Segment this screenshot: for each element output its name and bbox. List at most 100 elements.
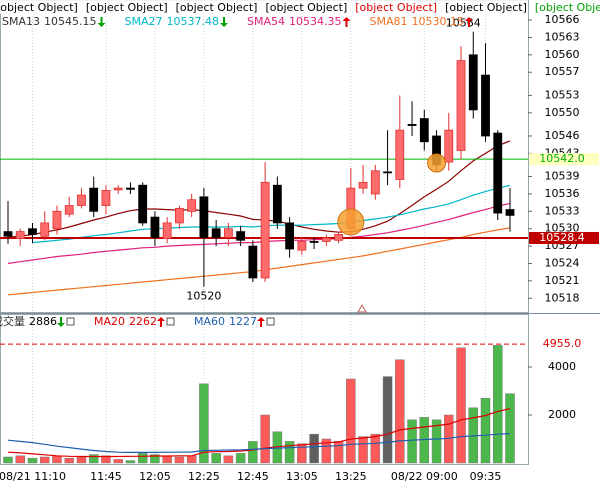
y-tick-label: 10521 — [545, 274, 580, 287]
legend-name: MA20 — [94, 315, 125, 328]
reference-label: 10542.0 — [539, 152, 585, 165]
volume-bar — [248, 441, 258, 464]
volume-bar — [370, 433, 381, 464]
candle-body — [187, 199, 197, 212]
y-tick-label: 10536 — [545, 187, 580, 200]
y-tick-label: 10518 — [545, 291, 580, 304]
volume-bar — [333, 441, 344, 464]
candle-body — [370, 170, 380, 195]
header-text: [object Object] — [265, 1, 347, 14]
volume-bar — [76, 456, 87, 464]
volume-bar — [150, 454, 160, 464]
x-tick-label: 08/21 11:10 — [0, 470, 66, 483]
volume-bar — [113, 459, 123, 464]
candle-body — [358, 181, 368, 189]
trend-arrow — [97, 17, 106, 27]
y-tick-label: 2000 — [548, 408, 576, 421]
candle-body — [481, 74, 490, 137]
y-tick-label: 10560 — [545, 48, 580, 61]
candle-body — [223, 228, 233, 238]
volume-bar — [260, 414, 270, 464]
candle-body — [456, 60, 466, 151]
ma-line — [7, 140, 511, 238]
volume-bar — [346, 378, 356, 464]
volume-bar — [358, 436, 368, 464]
candle-body — [199, 196, 209, 238]
legend-value: 2886 — [29, 315, 57, 328]
y-tick-label: 10533 — [545, 204, 580, 217]
candle-body — [113, 187, 123, 191]
ma-line — [7, 433, 511, 453]
signal-triangle — [357, 303, 367, 313]
candle-body — [40, 222, 50, 237]
volume-bar — [186, 455, 197, 464]
volume-bar — [3, 456, 13, 464]
volume-bar — [407, 419, 417, 464]
y-tick-label: 10566 — [545, 13, 580, 26]
high-annotation: 10564 — [446, 17, 481, 30]
volume-bar — [125, 460, 136, 464]
candle-body — [28, 228, 37, 235]
x-tick-label: 12:05 — [139, 470, 171, 483]
candle-body — [126, 187, 135, 190]
trend-arrow — [257, 317, 266, 327]
volume-bar — [223, 455, 234, 464]
x-tick-label: 13:05 — [286, 470, 318, 483]
candle-body — [64, 205, 74, 215]
candle-body — [285, 222, 295, 250]
x-tick-label: 12:45 — [237, 470, 269, 483]
volume-bar — [297, 443, 307, 464]
trend-arrow — [157, 317, 166, 327]
volume-bar — [27, 457, 38, 464]
y-tick-label: 10539 — [545, 170, 580, 183]
reference-label-bg — [529, 231, 599, 244]
low-annotation: 10520 — [186, 290, 221, 303]
reference-label-bg — [529, 153, 599, 166]
candle-body — [211, 228, 221, 238]
toggle-box — [266, 317, 275, 326]
candle-body — [407, 123, 417, 126]
candle-body — [77, 194, 86, 206]
legend-value: 2262 — [129, 315, 157, 328]
volume-bar — [456, 347, 466, 464]
reference-label: 4955.0 — [543, 337, 582, 350]
y-tick-label: 10550 — [545, 106, 580, 119]
legend-name: SMA27 — [125, 15, 163, 28]
y-tick-label: 10557 — [545, 65, 580, 78]
candle-body — [419, 118, 429, 143]
volume-bar — [52, 455, 62, 464]
volume-bar — [235, 453, 246, 464]
candle-body — [493, 132, 503, 214]
volume-bar — [395, 359, 405, 464]
signal-marker — [427, 153, 447, 173]
y-tick-label: 10530 — [545, 222, 580, 235]
volume-bar — [382, 376, 393, 464]
volume-bar — [137, 453, 148, 464]
volume-bar — [101, 455, 111, 464]
candle-body — [89, 187, 99, 212]
reference-label-bg — [529, 338, 599, 351]
toggle-box — [166, 317, 175, 326]
legend-name: MA60 — [194, 315, 225, 328]
signal-marker — [337, 208, 365, 236]
volume-bar — [39, 456, 50, 464]
candle-body — [175, 208, 184, 224]
legend-value: 10530.15 — [412, 15, 465, 28]
candle-body — [395, 129, 405, 180]
y-tick-label: 4000 — [548, 360, 576, 373]
volume-bar — [211, 453, 221, 464]
trend-arrow — [220, 17, 228, 27]
candle-body — [272, 184, 282, 224]
volume-bar — [321, 438, 332, 464]
candle-body — [468, 54, 478, 111]
candle-body — [162, 222, 172, 239]
header-bg — [0, 0, 528, 14]
volume-bar — [162, 455, 172, 464]
x-tick-label: 08/22 09:00 — [391, 470, 458, 483]
candle-body — [138, 184, 148, 224]
candle-body — [101, 190, 111, 206]
candle-body — [444, 129, 454, 163]
header-text: [object Object] — [0, 1, 78, 14]
header-text: [object Object] — [535, 1, 600, 14]
trend-arrow — [465, 17, 473, 27]
